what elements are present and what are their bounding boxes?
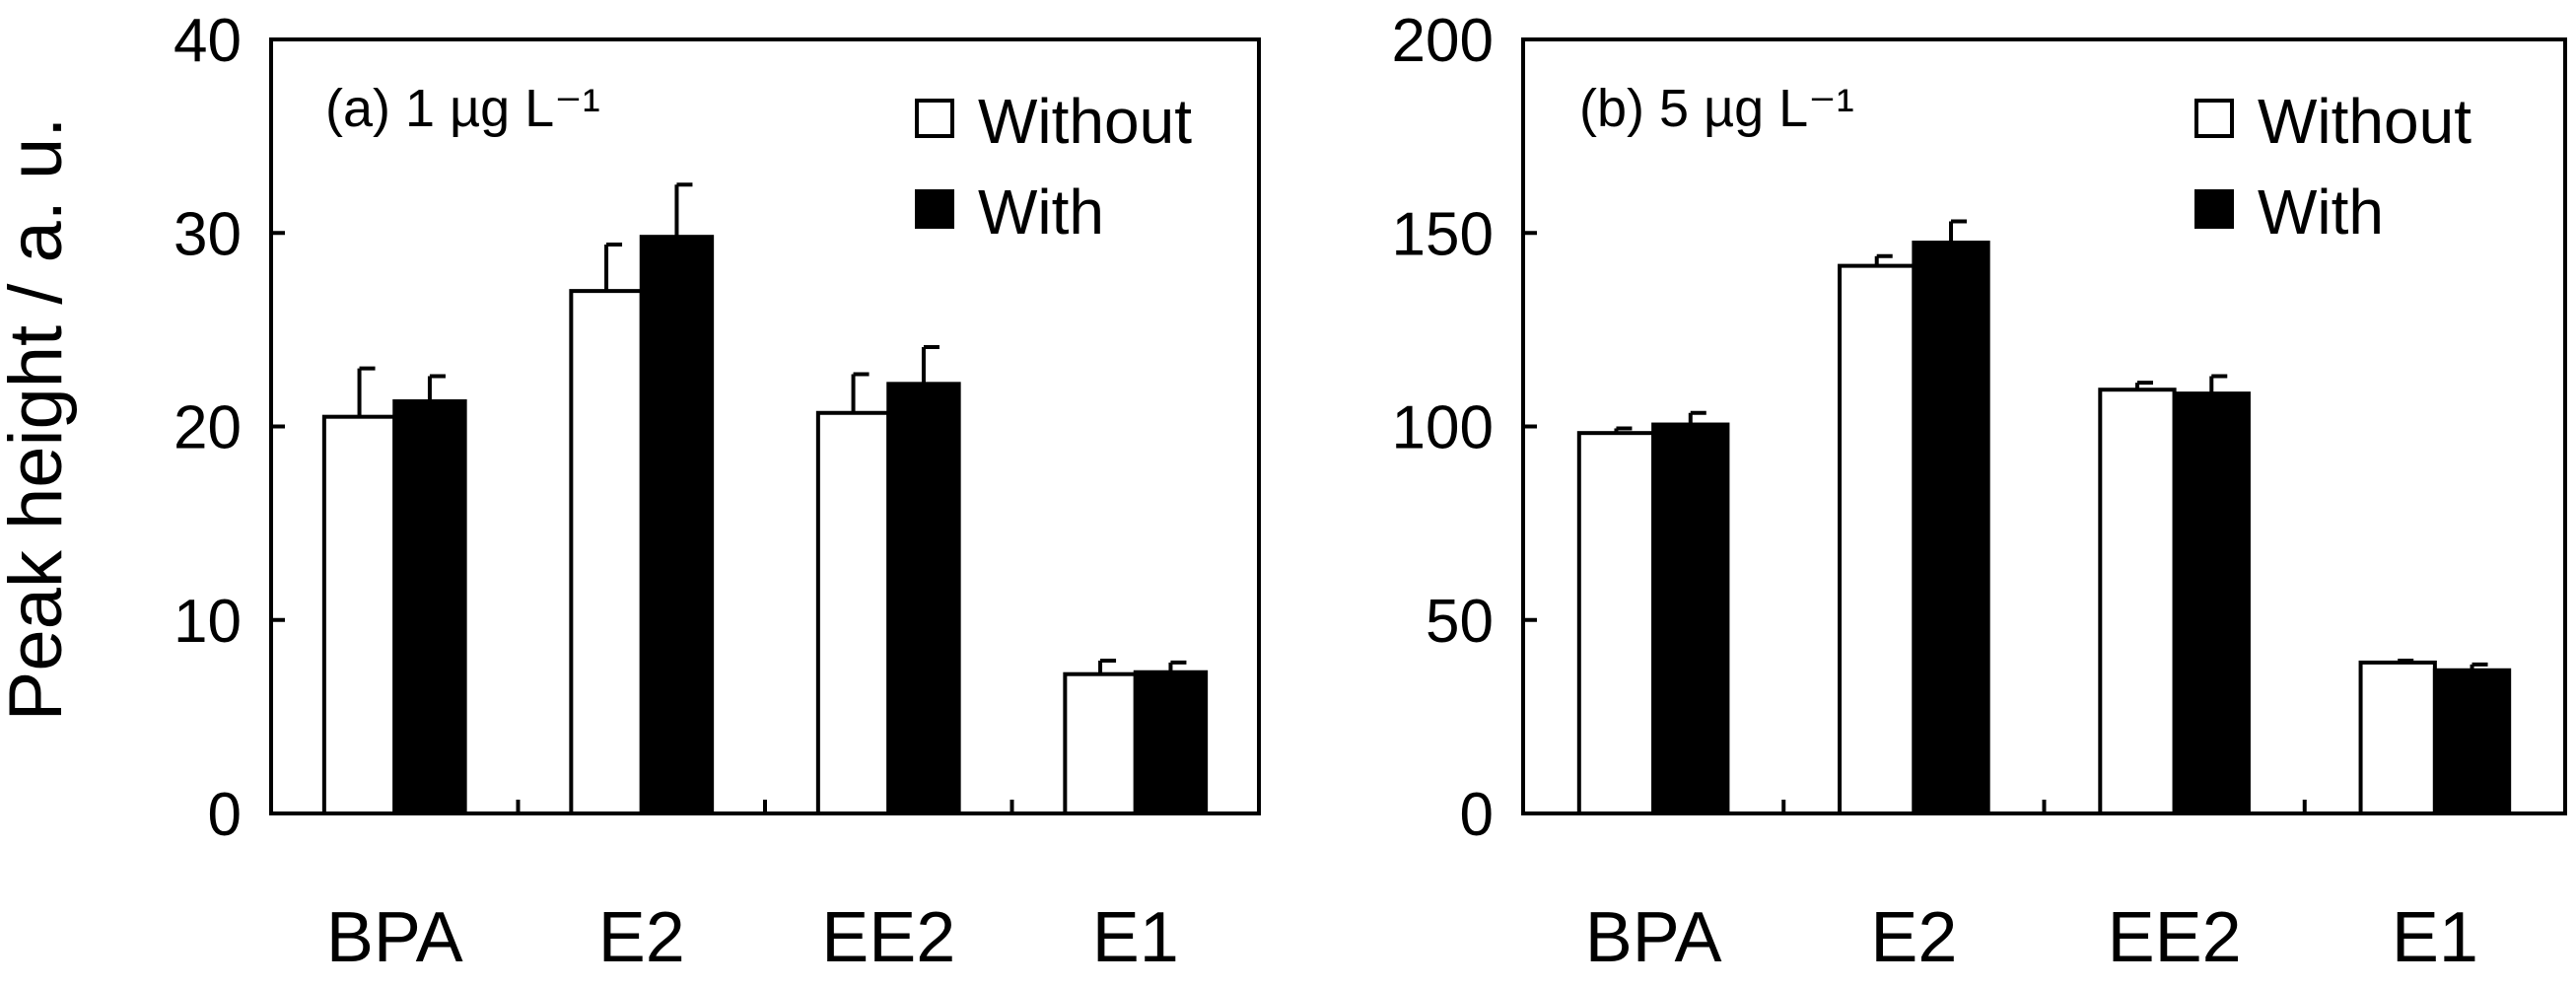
panel-a-y-tick-label: 10 bbox=[174, 588, 242, 656]
panel-a-x-tick-label: E1 bbox=[1092, 898, 1179, 977]
panel-b-legend-label-with: With bbox=[2258, 176, 2384, 247]
panel-a-bar-with bbox=[1133, 670, 1209, 815]
panel-a-bar-without bbox=[321, 414, 397, 815]
panel-a-legend-swatch-with bbox=[915, 189, 954, 229]
panel-b-bar-without bbox=[2358, 660, 2437, 815]
y-axis-label: Peak height / a. u. bbox=[0, 117, 78, 722]
panel-b-bar-without bbox=[2098, 388, 2177, 815]
panel-b-y-tick-label: 150 bbox=[1392, 200, 1494, 268]
panel-b-x-tick-label: EE2 bbox=[2108, 898, 2242, 977]
panel-b-bar-with bbox=[1651, 422, 1730, 815]
panel-b-x-tick-label: E2 bbox=[1870, 898, 1957, 977]
panel-b-bar-with bbox=[2172, 391, 2251, 815]
panel-b-bar-without bbox=[1576, 431, 1656, 815]
panel-b-title: (b) 5 µg L⁻¹ bbox=[1579, 79, 1854, 138]
panel-a-y-tick-label: 0 bbox=[208, 781, 242, 849]
panel-b-legend-swatch-without bbox=[2194, 99, 2234, 138]
panel-a-bar-with bbox=[639, 235, 715, 816]
panel-b-y-tick-label: 200 bbox=[1392, 7, 1494, 75]
panel-b-x-tick-label: E1 bbox=[2392, 898, 2478, 977]
panel-a-bar-with bbox=[886, 382, 961, 815]
panel-a-bar-with bbox=[392, 398, 467, 815]
panel-a-bar-without bbox=[569, 289, 644, 815]
panel-a-legend-label-without: Without bbox=[978, 86, 1192, 157]
panel-a-bar-without bbox=[1063, 671, 1138, 816]
panel-a-title: (a) 1 µg L⁻¹ bbox=[325, 79, 600, 138]
panel-a-x-tick-label: E2 bbox=[598, 898, 685, 977]
panel-b-legend-label-without: Without bbox=[2258, 86, 2472, 157]
panel-a: (a) 1 µg L⁻¹ Without With 0 10 20 30 40 BPA E2… bbox=[174, 7, 1261, 977]
panel-a-y-tick-label: 20 bbox=[174, 394, 242, 462]
panel-b-y-tick-label: 50 bbox=[1426, 588, 1494, 656]
panel-b-bar-with bbox=[1912, 241, 1990, 815]
panel-a-x-tick-label: BPA bbox=[326, 898, 463, 977]
panel-a-x-tick-label: EE2 bbox=[821, 898, 955, 977]
panel-b-x-tick-label: BPA bbox=[1585, 898, 1722, 977]
panel-a-legend-label-with: With bbox=[978, 176, 1104, 247]
panel-b-y-tick-label: 100 bbox=[1392, 394, 1494, 462]
panel-a-y-tick-label: 40 bbox=[174, 7, 242, 75]
panel-b-y-tick-label: 0 bbox=[1460, 781, 1494, 849]
panel-b: (b) 5 µg L⁻¹ Without With 0 50 100 150 200 BP… bbox=[1392, 7, 2567, 977]
panel-b-legend-swatch-with bbox=[2194, 189, 2234, 229]
panel-b-bar-with bbox=[2432, 668, 2512, 816]
panel-a-legend-swatch-without bbox=[915, 99, 954, 138]
panel-b-bar-without bbox=[1838, 263, 1916, 815]
panel-a-bar-without bbox=[815, 410, 891, 815]
panel-a-y-tick-label: 30 bbox=[174, 200, 242, 268]
